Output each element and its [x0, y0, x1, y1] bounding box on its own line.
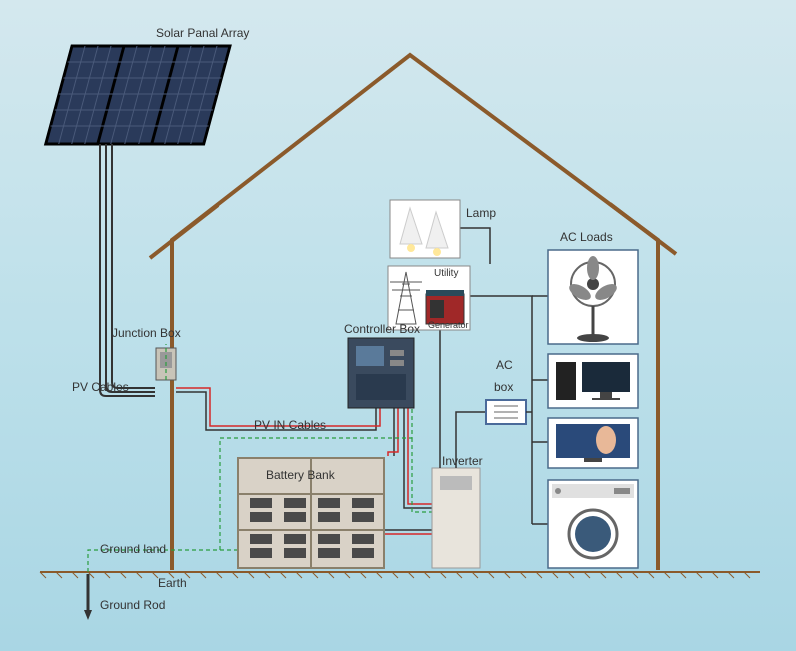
ac-box-icon: [486, 400, 526, 424]
generator-label: Generator: [428, 320, 469, 330]
pv-cables-label: PV Cables: [72, 380, 129, 394]
junction-box-label: Junction Box: [112, 326, 181, 340]
tv-icon: [548, 418, 638, 468]
controller-box-icon: [348, 338, 414, 408]
earth-line: [40, 572, 760, 578]
ac-loads-label: AC Loads: [560, 230, 613, 244]
pv-in-cables-label: PV IN Cables: [254, 418, 326, 432]
pv-cables-wire: [100, 144, 155, 396]
controller-box-label: Controller Box: [344, 322, 420, 336]
earth-label: Earth: [158, 576, 187, 590]
computer-icon: [548, 354, 638, 408]
solar-panel-label: Solar Panal Array: [156, 26, 249, 40]
lamp-icon: [390, 200, 460, 258]
ground-rod-label: Ground Rod: [100, 598, 165, 612]
ground-land-label: Ground land: [100, 542, 166, 556]
washer-icon: [548, 480, 638, 568]
lamp-label: Lamp: [466, 206, 496, 220]
fan-icon: [548, 250, 638, 344]
utility-label: Utility: [434, 268, 458, 279]
battery-bank-label: Battery Bank: [266, 468, 335, 482]
inverter-label: Inverter: [442, 454, 483, 468]
inverter-icon: [432, 468, 480, 568]
solar-panel-icon: [46, 46, 230, 144]
ac-box-label-1: AC: [496, 358, 513, 372]
ground-rod-icon: [84, 574, 92, 620]
ac-box-label-2: box: [494, 380, 513, 394]
